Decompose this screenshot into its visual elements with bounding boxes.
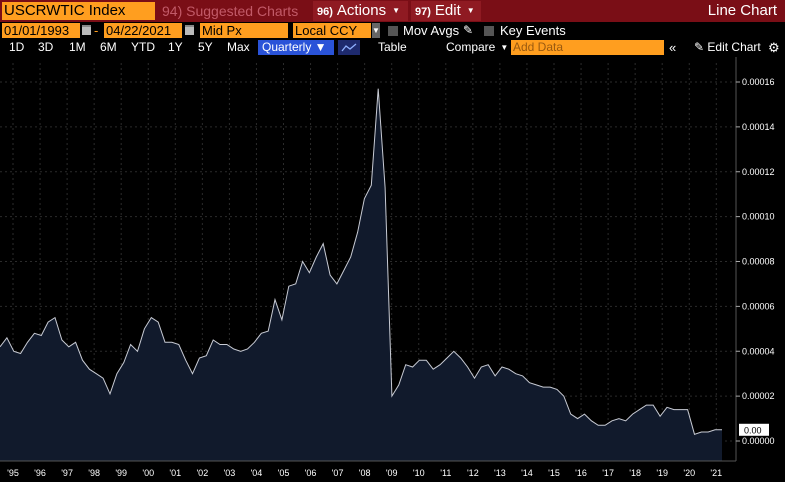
y-tick-label: 0.00016 bbox=[742, 77, 775, 87]
x-tick-label: '18 bbox=[629, 468, 641, 478]
x-tick-label: '03 bbox=[224, 468, 236, 478]
x-tick-label: '21 bbox=[710, 468, 722, 478]
range-ytd[interactable]: YTD bbox=[131, 40, 155, 54]
x-tick-label: '09 bbox=[386, 468, 398, 478]
x-tick-label: '99 bbox=[115, 468, 127, 478]
range-3d[interactable]: 3D bbox=[38, 40, 54, 54]
range-toolbar: 1D 3D 1M 6M YTD 1Y 5Y Max Quarterly ▼ Ta… bbox=[0, 39, 785, 57]
x-tick-label: '95 bbox=[7, 468, 19, 478]
caret-down-icon: ▼ bbox=[500, 43, 509, 52]
collapse-icon[interactable]: « bbox=[669, 40, 677, 55]
actions-number: 96) bbox=[317, 6, 333, 18]
caret-down-icon: ▼ bbox=[466, 6, 475, 15]
edit-chart-button[interactable]: ✎ Edit Chart bbox=[694, 39, 761, 56]
period-select[interactable]: Quarterly ▼ bbox=[258, 40, 334, 55]
key-events-label: Key Events bbox=[500, 23, 566, 38]
compare-menu[interactable]: Compare ▼ bbox=[446, 39, 508, 56]
line-chart-icon[interactable] bbox=[338, 40, 360, 55]
x-tick-label: '12 bbox=[467, 468, 479, 478]
x-tick-label: '06 bbox=[305, 468, 317, 478]
y-tick-label: 0.00012 bbox=[742, 167, 775, 177]
last-value-label: 0.00 bbox=[739, 423, 769, 436]
line-chart[interactable]: 0.000160.000140.000120.000100.000080.000… bbox=[0, 57, 785, 482]
x-tick-label: '17 bbox=[602, 468, 614, 478]
x-tick-label: '04 bbox=[251, 468, 263, 478]
chart-type-title: Line Chart bbox=[707, 2, 777, 19]
range-6m[interactable]: 6M bbox=[100, 40, 117, 54]
x-tick-label: '98 bbox=[88, 468, 100, 478]
pencil-icon[interactable]: ✎ bbox=[463, 23, 474, 37]
last-value-text: 0.00 bbox=[744, 425, 762, 435]
y-tick-label: 0.00010 bbox=[742, 212, 775, 222]
series-area-fill bbox=[0, 88, 722, 461]
y-tick-label: 0.00002 bbox=[742, 391, 775, 401]
range-1m[interactable]: 1M bbox=[69, 40, 86, 54]
end-date-input[interactable]: 04/22/2021 bbox=[104, 23, 182, 38]
actions-menu[interactable]: 96) Actions ▼ bbox=[313, 1, 408, 21]
x-tick-label: '96 bbox=[34, 468, 46, 478]
x-tick-label: '20 bbox=[683, 468, 695, 478]
edit-label: Edit bbox=[434, 2, 461, 19]
y-axis: 0.000160.000140.000120.000100.000080.000… bbox=[735, 57, 775, 461]
x-tick-label: '02 bbox=[196, 468, 208, 478]
currency-select[interactable]: Local CCY bbox=[293, 23, 371, 38]
mov-avgs-checkbox[interactable] bbox=[388, 26, 398, 36]
key-events-checkbox[interactable] bbox=[484, 26, 494, 36]
x-tick-label: '15 bbox=[548, 468, 560, 478]
range-1y[interactable]: 1Y bbox=[168, 40, 183, 54]
price-field-select[interactable]: Mid Px bbox=[200, 23, 288, 38]
x-tick-label: '01 bbox=[169, 468, 181, 478]
y-tick-label: 0.00006 bbox=[742, 301, 775, 311]
x-tick-label: '08 bbox=[359, 468, 371, 478]
calendar-icon[interactable] bbox=[185, 25, 194, 35]
caret-down-icon: ▼ bbox=[392, 6, 401, 15]
add-data-input[interactable]: Add Data bbox=[511, 40, 664, 55]
date-separator: - bbox=[94, 23, 99, 38]
x-tick-label: '10 bbox=[413, 468, 425, 478]
x-tick-label: '00 bbox=[142, 468, 154, 478]
last-value-box bbox=[739, 423, 769, 436]
gear-icon[interactable]: ⚙ bbox=[768, 40, 780, 55]
x-tick-label: '07 bbox=[332, 468, 344, 478]
x-tick-label: '14 bbox=[521, 468, 533, 478]
edit-menu[interactable]: 97) Edit ▼ bbox=[411, 1, 481, 21]
x-axis: '95 '96 '97 '98 '99 '00 '01 '02 '03 '04 '05 '06 '07 '… bbox=[0, 460, 736, 478]
series-line bbox=[0, 88, 722, 435]
y-tick-label: 0.00008 bbox=[742, 257, 775, 267]
x-tick-label: '97 bbox=[61, 468, 73, 478]
y-tick-label: 0.00000 bbox=[742, 436, 775, 446]
x-tick-label: '13 bbox=[494, 468, 506, 478]
chart-settings-bar: 01/01/1993 - 04/22/2021 Mid Px Local CCY… bbox=[0, 22, 785, 39]
range-5y[interactable]: 5Y bbox=[198, 40, 213, 54]
start-date-input[interactable]: 01/01/1993 bbox=[2, 23, 80, 38]
mov-avgs-label: Mov Avgs bbox=[403, 23, 460, 38]
dropdown-arrow-icon[interactable]: ▼ bbox=[372, 23, 380, 38]
pencil-icon: ✎ bbox=[694, 40, 708, 54]
table-button[interactable]: Table bbox=[378, 40, 407, 54]
range-1d[interactable]: 1D bbox=[9, 40, 25, 54]
actions-label: Actions bbox=[336, 2, 387, 19]
y-tick-label: 0.00004 bbox=[742, 346, 775, 356]
ticker-field[interactable]: USCRWTIC Index bbox=[2, 2, 155, 20]
edit-chart-label: Edit Chart bbox=[707, 40, 761, 54]
title-bar: USCRWTIC Index 94) Suggested Charts 96) A… bbox=[0, 0, 785, 22]
x-tick-label: '11 bbox=[440, 468, 451, 478]
range-max[interactable]: Max bbox=[227, 40, 250, 54]
calendar-icon[interactable] bbox=[82, 25, 91, 35]
x-tick-label: '16 bbox=[575, 468, 587, 478]
edit-number: 97) bbox=[415, 6, 431, 18]
chart-series-area bbox=[0, 88, 722, 461]
compare-label: Compare bbox=[446, 40, 496, 54]
x-tick-label: '05 bbox=[278, 468, 290, 478]
x-tick-label: '19 bbox=[656, 468, 668, 478]
y-tick-label: 0.00014 bbox=[742, 122, 775, 132]
suggested-charts-menu[interactable]: 94) Suggested Charts bbox=[162, 3, 299, 19]
